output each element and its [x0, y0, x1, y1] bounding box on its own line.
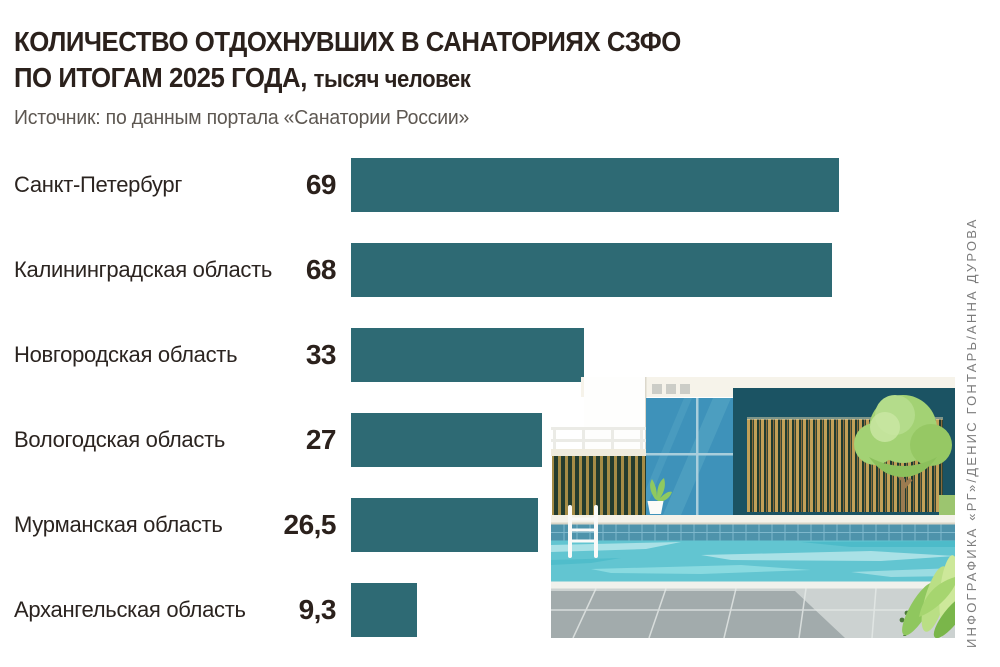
sanatorium-pool-illustration	[551, 377, 955, 638]
pool-coping	[551, 515, 955, 525]
category-label: Новгородская область	[14, 342, 238, 367]
potted-plant	[647, 478, 672, 514]
bar-track	[351, 243, 839, 297]
value-label: 27	[305, 424, 337, 455]
title-units: тысяч человек	[313, 66, 471, 93]
pool-tiles	[551, 524, 955, 541]
pool-ladder	[568, 505, 598, 558]
category-label: Архангельская область	[14, 597, 246, 622]
bar	[351, 158, 839, 212]
bar-track	[351, 158, 839, 212]
chart-row: Мурманская область 26,5	[14, 498, 839, 552]
bar-track	[351, 583, 839, 637]
chart-row: Вологодская область 27	[14, 413, 839, 467]
value-label: 9,3	[298, 594, 337, 625]
chart-row: Санкт-Петербург 69	[14, 158, 839, 212]
value-label: 69	[305, 169, 337, 200]
pool-water	[551, 540, 955, 582]
category-label: Санкт-Петербург	[14, 172, 183, 197]
title-line2: ПО ИТОГАМ 2025 ГОДА,	[14, 62, 307, 93]
bar-track	[351, 498, 839, 552]
chart-row: Новгородская область 33	[14, 328, 839, 382]
plants	[899, 555, 955, 638]
left-louver-wall	[551, 449, 646, 515]
glass-wall	[646, 398, 733, 515]
bar	[351, 328, 585, 382]
bar	[351, 583, 417, 637]
chart-row: Калининградская область 68	[14, 243, 839, 297]
category-label: Калининградская область	[14, 257, 273, 282]
tree	[854, 395, 952, 512]
category-label: Мурманская область	[14, 512, 223, 537]
pool-deck	[551, 581, 955, 638]
bar	[351, 413, 542, 467]
railing	[551, 427, 646, 455]
bar	[351, 243, 832, 297]
title-line1: КОЛИЧЕСТВО ОТДОХНУВШИХ В САНАТОРИЯХ СЗФО	[14, 26, 681, 57]
value-label: 33	[305, 339, 337, 370]
page-title: КОЛИЧЕСТВО ОТДОХНУВШИХ В САНАТОРИЯХ СЗФО…	[14, 24, 681, 98]
category-label: Вологодская область	[14, 427, 226, 452]
bar-chart: Санкт-Петербург 69 Калининградская область…	[14, 158, 839, 667]
source-note: Источник: по данным портала «Санатории Р…	[14, 107, 470, 129]
windows	[652, 384, 690, 394]
bar-track	[351, 328, 839, 382]
bar	[351, 498, 539, 552]
bar-track	[351, 413, 839, 467]
chart-row: Архангельская область 9,3	[14, 583, 839, 637]
value-label: 26,5	[283, 509, 337, 540]
value-label: 68	[305, 254, 337, 285]
credits-vertical: ИНФОГРАФИКА «РГ»/ДЕНИС ГОНТАРЬ/АННА ДУРО…	[964, 217, 979, 648]
